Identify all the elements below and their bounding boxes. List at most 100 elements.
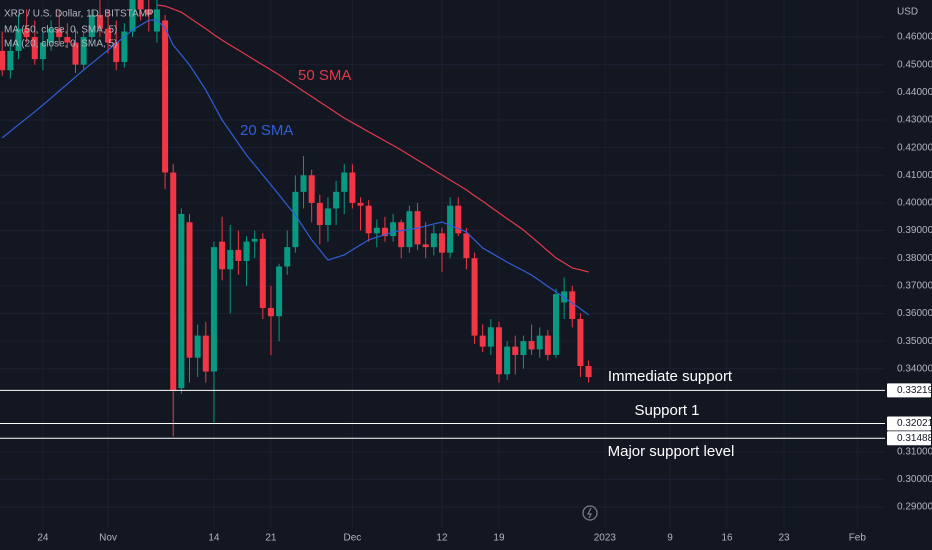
axes: 0.46000 0.45000 0.44000 0.43000 0.42000 0.410… xyxy=(0,32,932,544)
candle-body xyxy=(398,222,405,248)
candle-body xyxy=(430,233,437,248)
candle-body xyxy=(365,205,372,234)
y-tick-label: 0.29000 xyxy=(897,502,932,513)
candle-body xyxy=(251,238,258,242)
candle-body xyxy=(31,37,38,60)
candle-body xyxy=(137,0,144,10)
price-box-label: 0.32021 xyxy=(897,418,932,429)
y-tick-label: 0.30000 xyxy=(897,474,932,485)
x-tick-label: 19 xyxy=(493,533,505,544)
moving-average-line xyxy=(1,19,589,316)
candle-body xyxy=(0,50,6,71)
level-annotation: Major support level xyxy=(608,443,735,460)
candle-body xyxy=(536,335,543,350)
candle-body xyxy=(96,14,103,29)
candle-body xyxy=(422,244,429,248)
candle-body xyxy=(7,50,14,71)
y-tick-label: 0.42000 xyxy=(897,142,932,153)
plot-area xyxy=(0,0,592,437)
candle-body xyxy=(105,28,112,43)
candle-body xyxy=(585,366,592,378)
candle-body xyxy=(520,341,527,355)
y-tick-label: 0.34000 xyxy=(897,363,932,374)
candle-body xyxy=(178,213,185,389)
x-tick-label: 12 xyxy=(436,533,448,544)
candle-body xyxy=(373,227,380,234)
price-box xyxy=(887,431,931,446)
candle-body xyxy=(48,28,55,43)
candle-body xyxy=(569,291,576,320)
x-tick-label: 14 xyxy=(208,533,220,544)
price-box xyxy=(887,416,931,431)
candle-body xyxy=(381,227,388,237)
candle-body xyxy=(324,208,331,226)
currency-label: USD xyxy=(897,7,918,18)
moving-average-line xyxy=(156,4,589,273)
candle-body xyxy=(390,222,397,237)
candle-body xyxy=(219,241,226,270)
x-tick-label: 9 xyxy=(667,533,673,544)
y-tick-label: 0.40000 xyxy=(897,198,932,209)
x-tick-label: 21 xyxy=(265,533,277,544)
candle-body xyxy=(170,172,177,391)
y-tick-label: 0.39000 xyxy=(897,225,932,236)
candle-body xyxy=(292,191,299,248)
candle-body xyxy=(194,335,201,358)
candle-body xyxy=(471,258,478,336)
candle-body xyxy=(455,205,462,234)
candle-body xyxy=(145,9,152,15)
x-tick-label: Nov xyxy=(99,533,117,544)
price-box xyxy=(887,383,931,398)
x-tick-label: 2023 xyxy=(594,533,617,544)
y-tick-label: 0.36000 xyxy=(897,308,932,319)
candle-body xyxy=(438,233,445,253)
candle-body xyxy=(259,238,266,308)
candle-body xyxy=(186,222,193,358)
candle-body xyxy=(552,294,559,355)
x-tick-label: Feb xyxy=(849,533,867,544)
candle-body xyxy=(447,205,454,253)
x-tick-label: 23 xyxy=(778,533,790,544)
annotation: 20 SMA xyxy=(240,122,293,139)
candle-body xyxy=(129,0,136,32)
candle-body xyxy=(235,249,242,261)
candle-body xyxy=(162,20,169,173)
x-tick-label: 16 xyxy=(721,533,733,544)
y-tick-label: 0.41000 xyxy=(897,170,932,181)
candle-body xyxy=(56,28,63,38)
y-tick-label: 0.38000 xyxy=(897,253,932,264)
x-tick-label: Dec xyxy=(343,533,361,544)
candle-body xyxy=(284,247,291,267)
y-tick-label: 0.35000 xyxy=(897,336,932,347)
y-tick-label: 0.37000 xyxy=(897,280,932,291)
candle-body xyxy=(243,241,250,261)
candle-body xyxy=(333,191,340,209)
candle-body xyxy=(23,28,30,38)
level-annotation: Support 1 xyxy=(634,402,699,419)
candle-body xyxy=(341,172,348,192)
candle-body xyxy=(504,346,511,375)
chart-title: XRP / U.S. Dollar, 1D, BITSTAMP xyxy=(4,9,154,20)
candle-body xyxy=(121,31,128,62)
clock-icon xyxy=(582,505,598,521)
candle-body xyxy=(463,233,470,259)
candle-body xyxy=(227,249,234,270)
candle-body xyxy=(113,42,120,62)
price-box-label: 0.31488 xyxy=(897,433,932,444)
candle-body xyxy=(512,346,519,355)
candle-body xyxy=(72,42,79,65)
y-tick-label: 0.46000 xyxy=(897,32,932,43)
candle-body xyxy=(479,335,486,347)
y-tick-label: 0.31000 xyxy=(897,446,932,457)
candle-body xyxy=(39,42,46,60)
candle-body xyxy=(308,175,315,203)
candle-body xyxy=(276,266,283,317)
y-tick-label: 0.44000 xyxy=(897,87,932,98)
candle-body xyxy=(267,307,274,317)
candle-body xyxy=(487,327,494,347)
candle-body xyxy=(495,327,502,375)
candle-body xyxy=(15,28,22,51)
indicator-legend: MA (20, close, 0, SMA, 5) xyxy=(4,39,117,50)
candle-body xyxy=(202,335,209,372)
